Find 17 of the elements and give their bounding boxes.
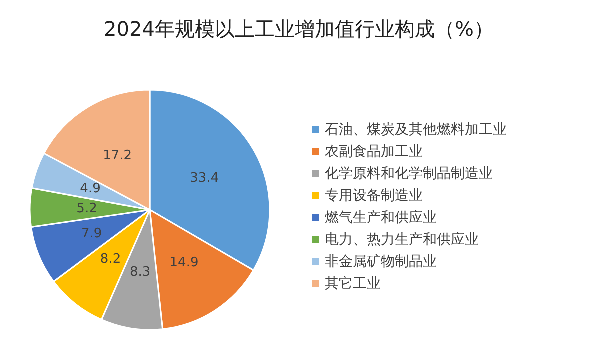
legend-label: 化学原料和化学制品制造业 bbox=[325, 166, 493, 182]
legend-label: 非金属矿物制品业 bbox=[325, 254, 437, 270]
data-label: 8.2 bbox=[100, 252, 122, 267]
legend-label: 其它工业 bbox=[325, 276, 381, 292]
data-label: 8.3 bbox=[130, 264, 151, 280]
data-label: 5.2 bbox=[76, 201, 98, 216]
legend-label: 电力、热力生产和供应业 bbox=[325, 232, 479, 248]
legend-label: 农副食品加工业 bbox=[325, 144, 423, 160]
chart-title: 2024年规模以上工业增加值行业构成（%） bbox=[104, 17, 494, 41]
data-label: 33.4 bbox=[190, 171, 220, 186]
legend-label: 专用设备制造业 bbox=[325, 188, 423, 204]
legend-label: 石油、煤炭及其他燃料加工业 bbox=[325, 122, 507, 138]
data-label: 17.2 bbox=[103, 148, 132, 164]
data-label: 7.9 bbox=[81, 226, 102, 242]
data-label: 14.9 bbox=[170, 255, 199, 270]
data-label: 4.9 bbox=[80, 182, 101, 197]
legend-label: 燃气生产和供应业 bbox=[325, 210, 437, 226]
